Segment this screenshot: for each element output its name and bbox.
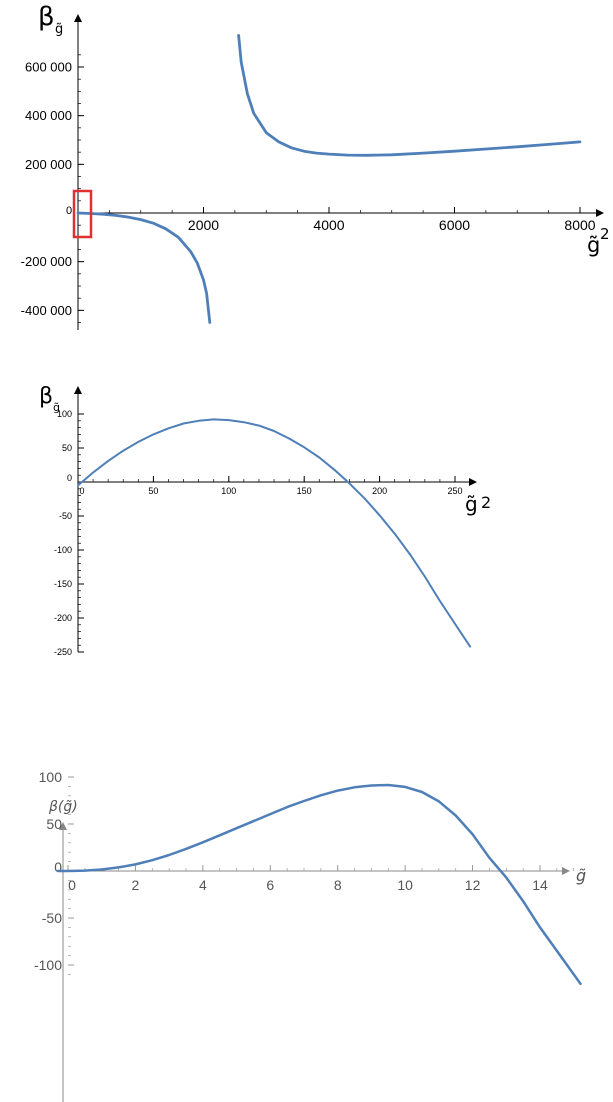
y-tick-label: -200 000: [21, 254, 72, 269]
chart2-ylabel-subscript: g̃: [53, 401, 60, 414]
y-tick-label: 50: [62, 443, 72, 453]
chart-3: 0 2 4 6 8 10 12 14 100 50 0 -50 -100 β(g̃) g̃: [34, 769, 586, 1102]
x-tick-label: 6000: [439, 217, 470, 233]
y-tick-label: 400 000: [25, 108, 72, 123]
y-tick-label: -50: [42, 910, 62, 926]
chart1-series: [76, 34, 582, 324]
chart1-xlabel: g̃: [587, 233, 600, 257]
y-tick-label: 0: [67, 473, 72, 483]
x-tick-label: 250: [447, 486, 462, 496]
chart3-x-ticks: 0 2 4 6 8 10 12 14: [67, 865, 575, 893]
y-tick-label: -250: [54, 647, 72, 657]
series-line-1: [76, 211, 212, 324]
chart2-xlabel: g̃: [465, 492, 478, 516]
x-tick-label: 2000: [188, 217, 219, 233]
chart2-xlabel-superscript: 2: [481, 493, 491, 512]
chart1-ylabel: β: [38, 2, 55, 32]
y-tick-label: -200: [54, 613, 72, 623]
x-tick-label: 100: [221, 486, 236, 496]
y-tick-label: -150: [54, 579, 72, 589]
y-tick-label: 100: [39, 769, 63, 785]
chart2-x-ticks: 0 50 100 150 200 250: [77, 476, 463, 496]
chart2-series: [77, 418, 472, 648]
chart1-highlight-box: [72, 189, 93, 239]
x-tick-label: 10: [397, 877, 413, 893]
chart1-xlabel-superscript: 2: [600, 225, 610, 243]
y-tick-label: 600 000: [25, 60, 72, 75]
x-tick-label: 0: [79, 486, 84, 496]
x-tick-label: 2: [132, 877, 140, 893]
y-tick-label: -50: [59, 511, 72, 521]
x-tick-label: 4000: [313, 217, 344, 233]
chart3-series: [56, 783, 582, 986]
chart1-origin-label: 0: [66, 205, 72, 217]
y-tick-label: -100: [34, 957, 62, 973]
y-tick-label: 100: [57, 409, 72, 419]
chart2-ylabel: β: [39, 384, 53, 409]
chart1-y-ticks: 600 000 400 000 200 000 -200 000 -400 000: [21, 54, 84, 323]
y-tick-label: 50: [46, 816, 62, 832]
series-line-2: [237, 34, 582, 157]
chart1-ylabel-subscript: g̃: [55, 22, 63, 37]
x-tick-label: 14: [532, 877, 548, 893]
x-tick-label: 4: [199, 877, 207, 893]
series-line-1: [56, 783, 582, 986]
chart-1: 2000 4000 6000 8000 600 000 400 000 200 000 -2…: [21, 2, 610, 330]
x-tick-label: 8: [334, 877, 342, 893]
series-line-1: [77, 418, 472, 648]
y-tick-label: 0: [54, 859, 62, 875]
chart-2: 0 50 100 150 200 250 100 50 0 -50 -100 -150 -200 -25…: [39, 384, 491, 657]
x-tick-label: 12: [465, 877, 481, 893]
x-tick-label: 6: [266, 877, 274, 893]
y-tick-label: -100: [54, 545, 72, 555]
chart3-y-ticks: 100 50 0 -50 -100: [34, 769, 74, 975]
chart3-ylabel: β(g̃): [48, 799, 78, 815]
x-tick-label: 200: [372, 486, 387, 496]
x-tick-label: 0: [68, 877, 76, 893]
chart2-y-ticks: 100 50 0 -50 -100 -150 -200 -250: [54, 409, 84, 657]
y-tick-label: 200 000: [25, 157, 72, 172]
chart3-xlabel: g̃: [576, 866, 586, 885]
chart1-x-ticks: 2000 4000 6000 8000: [77, 207, 596, 233]
x-tick-label: 150: [297, 486, 312, 496]
x-tick-label: 50: [148, 486, 158, 496]
y-tick-label: -400 000: [21, 303, 72, 318]
x-tick-label: 8000: [564, 217, 595, 233]
